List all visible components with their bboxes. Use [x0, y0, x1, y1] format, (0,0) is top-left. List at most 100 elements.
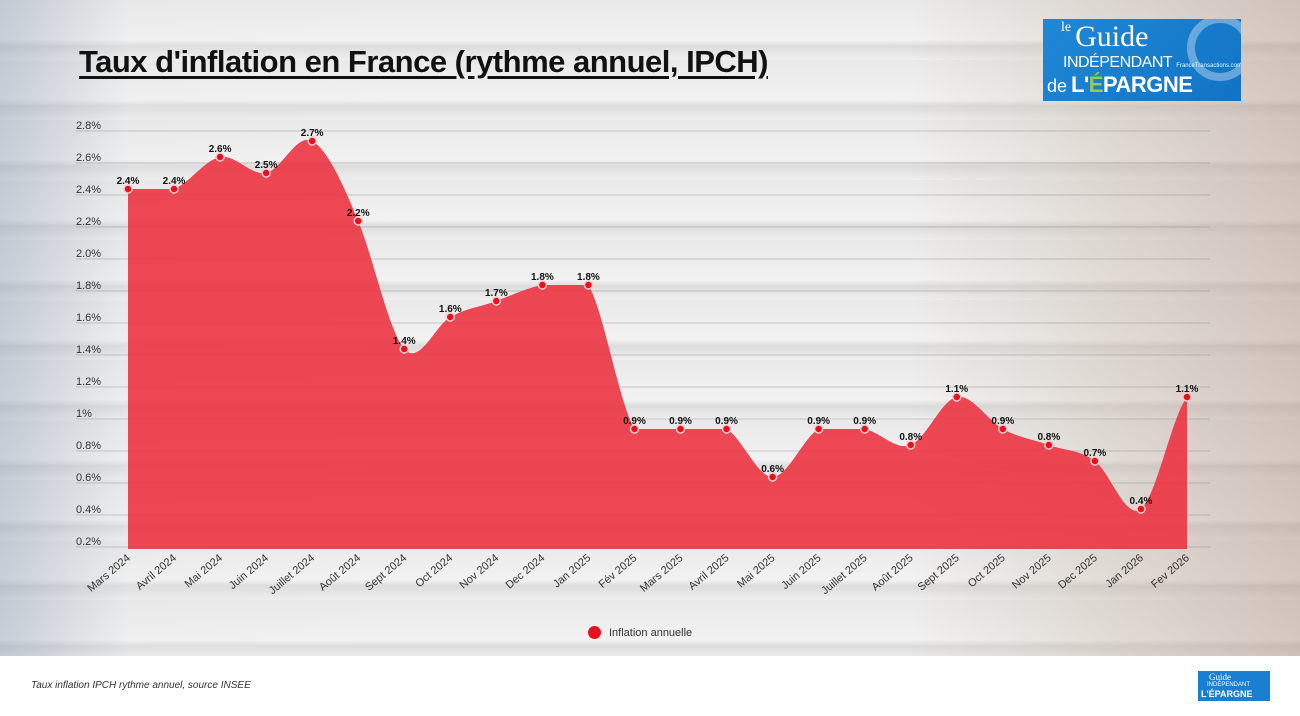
data-label: 1.6% [439, 304, 462, 315]
data-point[interactable] [169, 184, 179, 194]
x-tick-label: Avril 2025 [686, 552, 731, 593]
data-label: 1.1% [1176, 384, 1199, 395]
data-point[interactable] [399, 344, 410, 354]
data-label: 0.7% [1084, 448, 1107, 459]
y-tick-label: 2.4% [76, 184, 101, 196]
data-point[interactable] [123, 184, 133, 194]
inflation-area-chart: 2.8% 2.6% 2.4% 2.2% 2.0% 1.8% 1.6% 1.4% 1.2% 1% 0.… [76, 120, 1210, 597]
data-point[interactable] [813, 424, 824, 434]
data-point[interactable] [537, 280, 548, 290]
x-tick-label: Oct 2025 [966, 552, 1008, 590]
logo-text: L'ÉPARGNE [1071, 72, 1193, 97]
legend-marker-icon [588, 626, 601, 639]
x-tick-label: Août 2025 [870, 552, 916, 593]
data-label: 2.2% [347, 208, 370, 219]
data-label: 1.8% [577, 272, 600, 283]
x-tick-label: Dec 2025 [1056, 552, 1100, 591]
data-point[interactable] [629, 424, 640, 434]
y-tick-label: 1.2% [76, 376, 101, 388]
y-tick-label: 2.0% [76, 248, 101, 260]
x-tick-label: Mars 2025 [638, 552, 686, 595]
data-point[interactable] [721, 424, 732, 434]
data-label: 0.6% [761, 464, 784, 475]
logo-text: INDÉPENDANT [1207, 682, 1251, 688]
logo-row: le Guide [1047, 21, 1237, 53]
data-label: 1.7% [485, 288, 508, 299]
y-tick-label: 0.4% [76, 504, 101, 516]
data-label: 0.8% [1037, 432, 1060, 443]
guide-epargne-logo: le Guide INDÉPENDANT FranceTransactions.… [1043, 19, 1241, 101]
page-title: Taux d'inflation en France (rythme annue… [79, 44, 769, 79]
data-point[interactable] [353, 216, 363, 226]
data-label: 1.8% [531, 272, 554, 283]
guide-epargne-logo-small: Guide INDÉPENDANT L'ÉPARGNE [1198, 671, 1270, 701]
data-label: 0.9% [991, 416, 1014, 427]
x-tick-label: Avril 2024 [134, 552, 179, 593]
data-point[interactable] [998, 424, 1008, 434]
x-tick-label: Juin 2024 [227, 552, 271, 592]
x-tick-label: Sept 2024 [363, 552, 409, 593]
x-tick-label: Mars 2024 [85, 552, 133, 595]
data-label: 0.4% [1130, 496, 1153, 507]
data-point[interactable] [445, 312, 456, 322]
logo-text: de [1047, 76, 1068, 96]
x-tick-label: Août 2024 [317, 552, 363, 593]
data-label: 0.9% [669, 416, 692, 427]
data-point[interactable] [215, 152, 225, 162]
logo-row: de L'ÉPARGNE [1047, 72, 1237, 98]
x-tick-label: Juillet 2024 [267, 552, 317, 597]
data-point[interactable] [675, 424, 686, 434]
logo-text: L'ÉPARGNE [1201, 689, 1253, 699]
data-label: 0.9% [853, 416, 876, 427]
y-tick-label: 2.8% [76, 120, 101, 132]
data-point[interactable] [491, 296, 502, 306]
source-note: Taux inflation IPCH rythme annuel, sourc… [31, 680, 251, 691]
y-tick-label: 2.6% [76, 152, 101, 164]
logo-text: le [1061, 20, 1072, 35]
x-tick-label: Fev 2026 [1149, 552, 1192, 591]
data-label: 2.6% [209, 144, 232, 155]
legend-label: Inflation annuelle [609, 626, 693, 639]
data-point[interactable] [859, 424, 870, 434]
data-label: 2.4% [117, 176, 140, 187]
data-label: 1.1% [945, 384, 968, 395]
x-tick-label: Juillet 2025 [819, 552, 869, 597]
logo-text: Guide [1209, 672, 1231, 682]
data-point[interactable] [1136, 504, 1146, 514]
logo-text: INDÉPENDANT [1063, 54, 1173, 71]
data-label: 2.7% [301, 128, 324, 139]
data-label: 0.8% [899, 432, 922, 443]
data-point[interactable] [1090, 456, 1100, 466]
x-tick-label: Nov 2025 [1010, 552, 1054, 591]
data-point[interactable] [307, 136, 317, 146]
y-tick-label: 0.2% [76, 536, 101, 548]
data-point[interactable] [261, 168, 271, 178]
data-label: 1.4% [393, 336, 416, 347]
inflation-area [128, 139, 1187, 549]
logo-ring-decoration [1187, 19, 1241, 81]
chart-legend[interactable]: Inflation annuelle [588, 626, 692, 639]
x-tick-label: Mai 2025 [735, 552, 777, 590]
footer [0, 656, 1300, 716]
x-tick-label: Oct 2024 [413, 552, 455, 590]
data-label: 0.9% [807, 416, 830, 427]
x-tick-label: Fév 2025 [597, 552, 640, 591]
x-tick-label: Juin 2025 [779, 552, 823, 592]
data-label: 0.9% [623, 416, 646, 427]
logo-row: INDÉPENDANT FranceTransactions.com [1047, 53, 1241, 72]
x-tick-label: Mai 2024 [183, 552, 225, 590]
data-label: 2.5% [255, 160, 278, 171]
data-point[interactable] [583, 280, 594, 290]
x-tick-label: Dec 2024 [504, 552, 548, 591]
y-tick-label: 1% [76, 408, 92, 420]
data-point[interactable] [1044, 440, 1054, 450]
data-point[interactable] [905, 440, 916, 450]
data-point[interactable] [1182, 392, 1192, 402]
x-tick-label: Nov 2024 [457, 552, 501, 591]
y-tick-label: 1.8% [76, 280, 101, 292]
y-tick-label: 2.2% [76, 216, 101, 228]
data-point[interactable] [767, 472, 778, 482]
data-label: 0.9% [715, 416, 738, 427]
y-tick-label: 0.6% [76, 472, 101, 484]
data-point[interactable] [952, 392, 962, 402]
